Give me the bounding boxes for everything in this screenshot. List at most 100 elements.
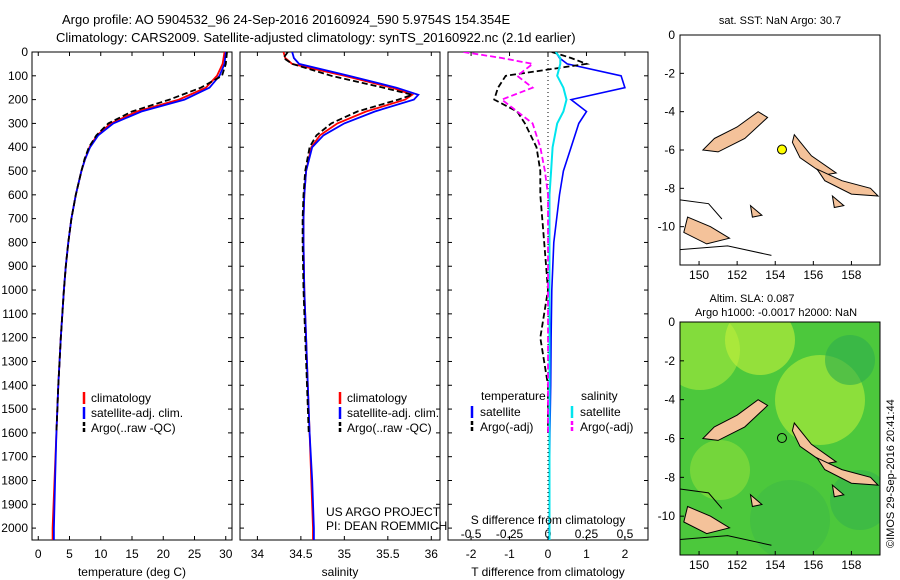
imos-timestamp: ©IMOS 29-Sep-2016 20:41:44 — [885, 399, 897, 548]
map-y-tick-label: -10 — [658, 509, 676, 523]
sla-map-panel: Altim. SLA: 0.087 Argo h1000: -0.0017 h2… — [658, 293, 881, 572]
temperature-x-axis: 0 5 10 15 20 25 30 — [35, 52, 233, 561]
depth-tick-label: 1500 — [1, 402, 28, 416]
sst-map-axes: 150 152 154 156 158 0 -2 -4 -6 -8 -10 — [658, 28, 862, 282]
sla-map-title-line2: Argo h1000: -0.0017 h2000: NaN — [695, 307, 857, 319]
depth-tick-label: 800 — [8, 235, 28, 249]
x-tick-label: 0 — [35, 547, 42, 561]
x-tick-label: -1 — [504, 547, 515, 561]
depth-tick-label: 1700 — [1, 450, 28, 464]
depth-tick-label: 2000 — [1, 521, 28, 535]
series-line-satellite-adj-clim- — [291, 52, 420, 540]
x-tick-label: 15 — [125, 547, 139, 561]
salinity-series — [282, 52, 420, 540]
x-tick-label: 0 — [545, 547, 552, 561]
island-shape — [683, 505, 731, 535]
series-line-argo-raw-qc- — [55, 52, 228, 433]
map-x-tick-label: 152 — [727, 558, 747, 572]
island-shape — [683, 216, 731, 245]
depth-tick-label: 300 — [8, 116, 28, 130]
coastline — [680, 199, 723, 220]
sla-blob — [750, 480, 830, 555]
temperature-axis-label: temperature (deg C) — [78, 565, 186, 579]
map-y-tick-label: 0 — [668, 315, 675, 329]
depth-tick-label: 600 — [8, 188, 28, 202]
coastline — [680, 488, 723, 509]
legend-label: climatology — [91, 391, 151, 405]
depth-tick-label: 200 — [8, 93, 28, 107]
series-line-satellite-adj-clim- — [53, 52, 227, 540]
island-shape — [815, 167, 880, 197]
figure-title-line2: Climatology: CARS2009. Satellite-adjuste… — [56, 30, 576, 45]
series-line-climatology — [282, 52, 415, 540]
series-line-s-argo-adj- — [463, 52, 549, 433]
sla-map-axes: 150 152 154 156 158 0 -2 -4 -6 -8 -10 — [658, 315, 862, 572]
s-difference-axis-label: S difference from climatology — [471, 513, 626, 527]
difference-series — [463, 52, 626, 540]
s-diff-tick-label: 0 — [545, 527, 552, 541]
legend-label: Argo(-adj) — [480, 420, 533, 434]
map-y-tick-label: -6 — [664, 143, 675, 157]
map-y-tick-label: -8 — [664, 181, 675, 195]
map-x-tick-label: 150 — [689, 268, 709, 282]
series-line-t-satellite — [548, 52, 626, 540]
depth-tick-label: 1300 — [1, 354, 28, 368]
map-y-tick-label: -8 — [664, 470, 675, 484]
map-y-tick-label: -6 — [664, 432, 675, 446]
x-tick-label: 2 — [622, 547, 629, 561]
depth-tick-label: 900 — [8, 259, 28, 273]
map-x-tick-label: 154 — [765, 558, 785, 572]
map-x-tick-label: 156 — [803, 268, 823, 282]
legend-label: Argo(..raw -QC) — [347, 421, 432, 435]
s-diff-tick-label: -0.5 — [461, 527, 482, 541]
island-shape — [701, 399, 769, 441]
map-x-tick-label: 158 — [841, 268, 861, 282]
difference-panel: -2 -1 0 1 2 -0.5 -0.25 0 0.25 0.5 T difference f… — [447, 51, 649, 579]
legend-label: satellite-adj. clim. — [91, 406, 183, 420]
sla-blob — [725, 322, 795, 375]
depth-tick-label: 1800 — [1, 473, 28, 487]
legend-label: satellite — [480, 405, 521, 419]
salinity-axis-label: salinity — [322, 565, 359, 579]
temperature-panel: 0100200300400500600700800900100011001200… — [1, 45, 648, 579]
series-line-argo-raw-qc- — [282, 52, 416, 433]
series-line-t-argo-adj- — [493, 52, 591, 433]
legend-label: satellite — [580, 405, 621, 419]
depth-tick-label: 100 — [8, 69, 28, 83]
sst-map-title: sat. SST: NaN Argo: 30.7 — [719, 15, 841, 27]
legend-head: temperature — [481, 389, 546, 403]
map-x-tick-label: 156 — [803, 558, 823, 572]
temperature-axes-box — [31, 51, 233, 541]
sla-blob — [680, 322, 740, 390]
x-tick-label: 35 — [338, 547, 352, 561]
x-tick-label: 25 — [188, 547, 202, 561]
island-shape — [831, 483, 845, 498]
legend-label: Argo(-adj) — [580, 420, 633, 434]
map-x-tick-label: 150 — [689, 558, 709, 572]
salinity-panel: 34 34.5 35 35.5 36 salinity climatologysatel… — [239, 51, 447, 579]
map-y-tick-label: -2 — [664, 354, 675, 368]
x-tick-label: 1 — [583, 547, 590, 561]
pi-credit: PI: DEAN ROEMMICH — [326, 519, 447, 533]
sst-map-land — [680, 111, 880, 256]
depth-tick-label: 0 — [21, 45, 28, 59]
map-x-tick-label: 158 — [841, 558, 861, 572]
argo-location-marker — [776, 433, 787, 444]
argo-location-marker — [776, 144, 787, 155]
sla-map-title-line1: Altim. SLA: 0.087 — [710, 293, 795, 305]
sla-blob — [690, 440, 750, 500]
sla-map-land — [680, 399, 880, 546]
s-diff-tick-label: 0.5 — [617, 527, 634, 541]
legend-label: Argo(..raw -QC) — [91, 421, 176, 435]
s-diff-tick-label: -0.25 — [496, 527, 524, 541]
x-tick-label: -2 — [466, 547, 477, 561]
coastline — [680, 535, 772, 546]
depth-tick-label: 1600 — [1, 426, 28, 440]
t-difference-x-axis: -2 -1 0 1 2 — [466, 52, 629, 561]
x-tick-label: 5 — [66, 547, 73, 561]
s-diff-tick-label: 0.25 — [575, 527, 599, 541]
salinity-x-axis: 34 34.5 35 35.5 36 — [251, 52, 438, 561]
series-line-climatology — [51, 52, 226, 540]
